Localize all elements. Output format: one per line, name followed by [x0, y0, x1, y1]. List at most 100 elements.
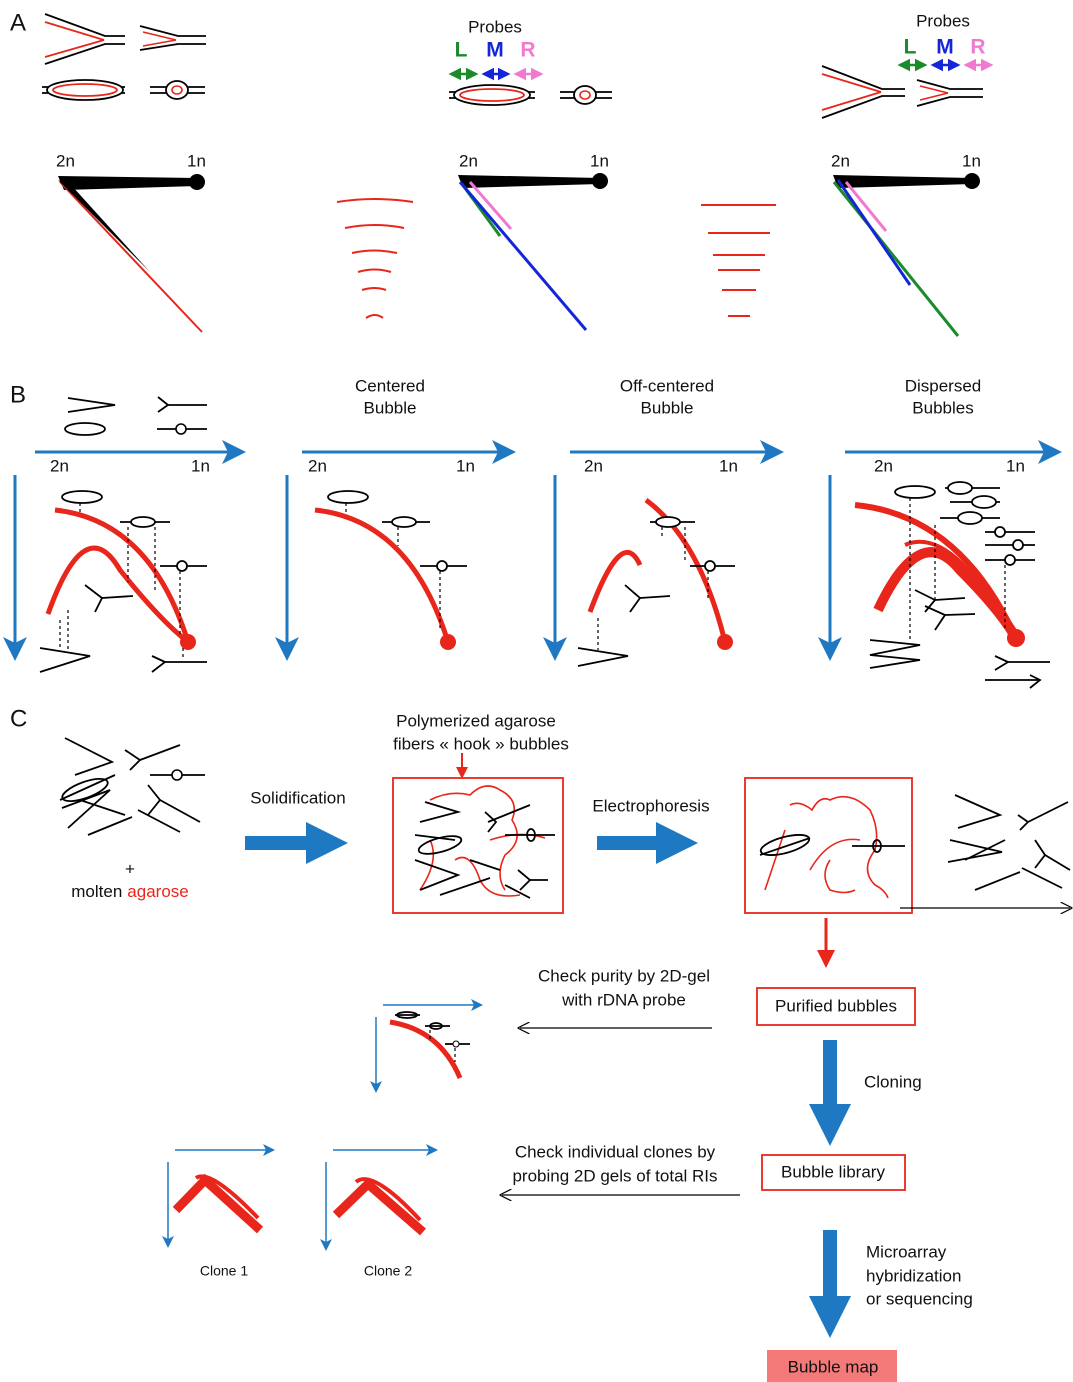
- gel-box: Polymerized agarose fibers « hook » bubb…: [393, 711, 569, 913]
- axis-1n: 1n: [962, 151, 981, 170]
- arc-series-path: [352, 251, 397, 254]
- line-series: [701, 205, 776, 316]
- molecule-mix-polyline: [948, 840, 1002, 862]
- arc-series-path: [362, 288, 386, 290]
- axis-2n: 2n: [831, 151, 850, 170]
- molecule-mix-circle: [172, 770, 182, 780]
- gel-column-ellipse: [1013, 540, 1023, 550]
- gel-2d-line: [460, 182, 586, 330]
- annotation: Check individual clones by: [515, 1142, 716, 1161]
- arc-series-path: [345, 225, 404, 228]
- step-label: hybridization: [866, 1266, 961, 1285]
- fork-icons-polyline: [140, 26, 206, 36]
- arc-series-path: [337, 199, 413, 202]
- gel-column: Dispersed Bubbles 2n 1n: [830, 376, 1056, 688]
- gel-column-ellipse: [895, 486, 935, 498]
- gel-column-polyline: [40, 648, 90, 672]
- gel-column-polyline: [995, 656, 1008, 670]
- column-title: Off-centered: [620, 376, 714, 395]
- legend-icons-polyline: [158, 397, 168, 412]
- clone-gel: Clone 2: [326, 1150, 435, 1279]
- axis-2n: 2n: [459, 151, 478, 170]
- gel-column-ellipse: [948, 482, 972, 494]
- gel-2d-polygon: [833, 175, 972, 188]
- plus: +: [125, 859, 135, 878]
- mini-gel: [376, 1005, 480, 1090]
- axis-1n: 1n: [191, 456, 210, 475]
- gel-column-path: [590, 552, 640, 612]
- legend-icons: [65, 397, 207, 435]
- molecule-mix: [900, 795, 1070, 908]
- fork-icons-ellipse: [166, 81, 188, 99]
- figure: A Probes L M R Probes L M: [0, 0, 1073, 1382]
- gel-column-ellipse: [656, 517, 680, 527]
- probe-set: Probes L M R: [822, 11, 991, 118]
- gel-2d-polygon: [58, 176, 197, 190]
- gel-column-ellipse: [177, 561, 187, 571]
- step-label: Cloning: [864, 1072, 922, 1091]
- clone-label: Clone 1: [200, 1263, 248, 1279]
- step-label: or sequencing: [866, 1289, 973, 1308]
- probe-r: R: [970, 36, 985, 59]
- axis-1n: 1n: [719, 456, 738, 475]
- arc-series-path: [358, 270, 391, 273]
- panel-label: B: [10, 381, 26, 408]
- probe-set-ellipse: [454, 85, 530, 105]
- molecule-mix-line: [1045, 855, 1070, 870]
- probe-title: Probes: [916, 11, 970, 30]
- panel-a: A Probes L M R Probes L M: [10, 9, 991, 336]
- molecule-mix-polyline: [125, 750, 140, 770]
- gel-box-line: [440, 878, 490, 895]
- molecule-mix-polyline: [148, 785, 160, 815]
- step-electrophoresis: Electrophoresis: [592, 796, 709, 843]
- step-solidification: Solidification: [245, 788, 346, 843]
- gel-2d-circle: [592, 173, 608, 189]
- gel-box-polyline: [485, 812, 496, 832]
- panel-c: C + moltenagarose Solidification Polymer…: [10, 705, 1070, 1382]
- gel-2d-polygon: [458, 175, 600, 188]
- gel-box-polyline: [420, 802, 458, 822]
- gel-2d: 2n 1n: [458, 151, 609, 330]
- probe-title: Probes: [468, 17, 522, 36]
- gel-box: [745, 778, 912, 913]
- flow: Purified bubbles Check purity by 2D-gel …: [502, 918, 973, 1382]
- gel-column-circle: [180, 634, 196, 650]
- gel-column-polyline: [870, 640, 920, 668]
- fork-icons-line: [143, 32, 176, 40]
- gel-2d-line: [838, 180, 910, 285]
- annotation: Check purity by 2D-gel: [538, 966, 710, 985]
- column-title: Centered: [355, 376, 425, 395]
- axis-2n: 2n: [308, 456, 327, 475]
- step-label: Solidification: [250, 788, 345, 807]
- mini-gel-circle: [453, 1041, 459, 1047]
- fork-icons: [42, 14, 206, 100]
- gel-box-ellipse: [759, 831, 811, 859]
- step-label: Electrophoresis: [592, 796, 709, 815]
- gel-column-circle: [1007, 629, 1025, 647]
- molecule-mix-polyline: [1035, 840, 1045, 868]
- fork-icons-ellipse: [47, 80, 123, 100]
- box-label: Bubble library: [781, 1162, 885, 1181]
- gel-column-line: [102, 596, 133, 598]
- gel-column-polyline: [1030, 675, 1040, 688]
- probe-set: Probes L M R: [449, 17, 612, 105]
- axis-1n: 1n: [187, 151, 206, 170]
- molecule-mix-line: [1028, 802, 1068, 822]
- gel-column-ellipse: [62, 491, 102, 503]
- gel-2d-circle: [964, 173, 980, 189]
- gel-column: 2n 1n: [15, 452, 240, 672]
- molecule-mix: + moltenagarose: [60, 738, 205, 901]
- gel-column-ellipse: [958, 512, 982, 524]
- molecule-mix-line: [140, 745, 180, 760]
- axis-1n: 1n: [1006, 456, 1025, 475]
- gel-column-circle: [717, 634, 733, 650]
- axis-1n: 1n: [590, 151, 609, 170]
- annotation: probing 2D gels of total RIs: [512, 1166, 717, 1185]
- gel-column-line: [935, 598, 965, 600]
- molten: molten: [71, 882, 122, 901]
- axis-2n: 2n: [874, 456, 893, 475]
- gel-column-ellipse: [131, 517, 155, 527]
- arc-series-path: [366, 315, 383, 318]
- gel-2d-line: [60, 182, 202, 332]
- mini-gel-path: [390, 1022, 460, 1078]
